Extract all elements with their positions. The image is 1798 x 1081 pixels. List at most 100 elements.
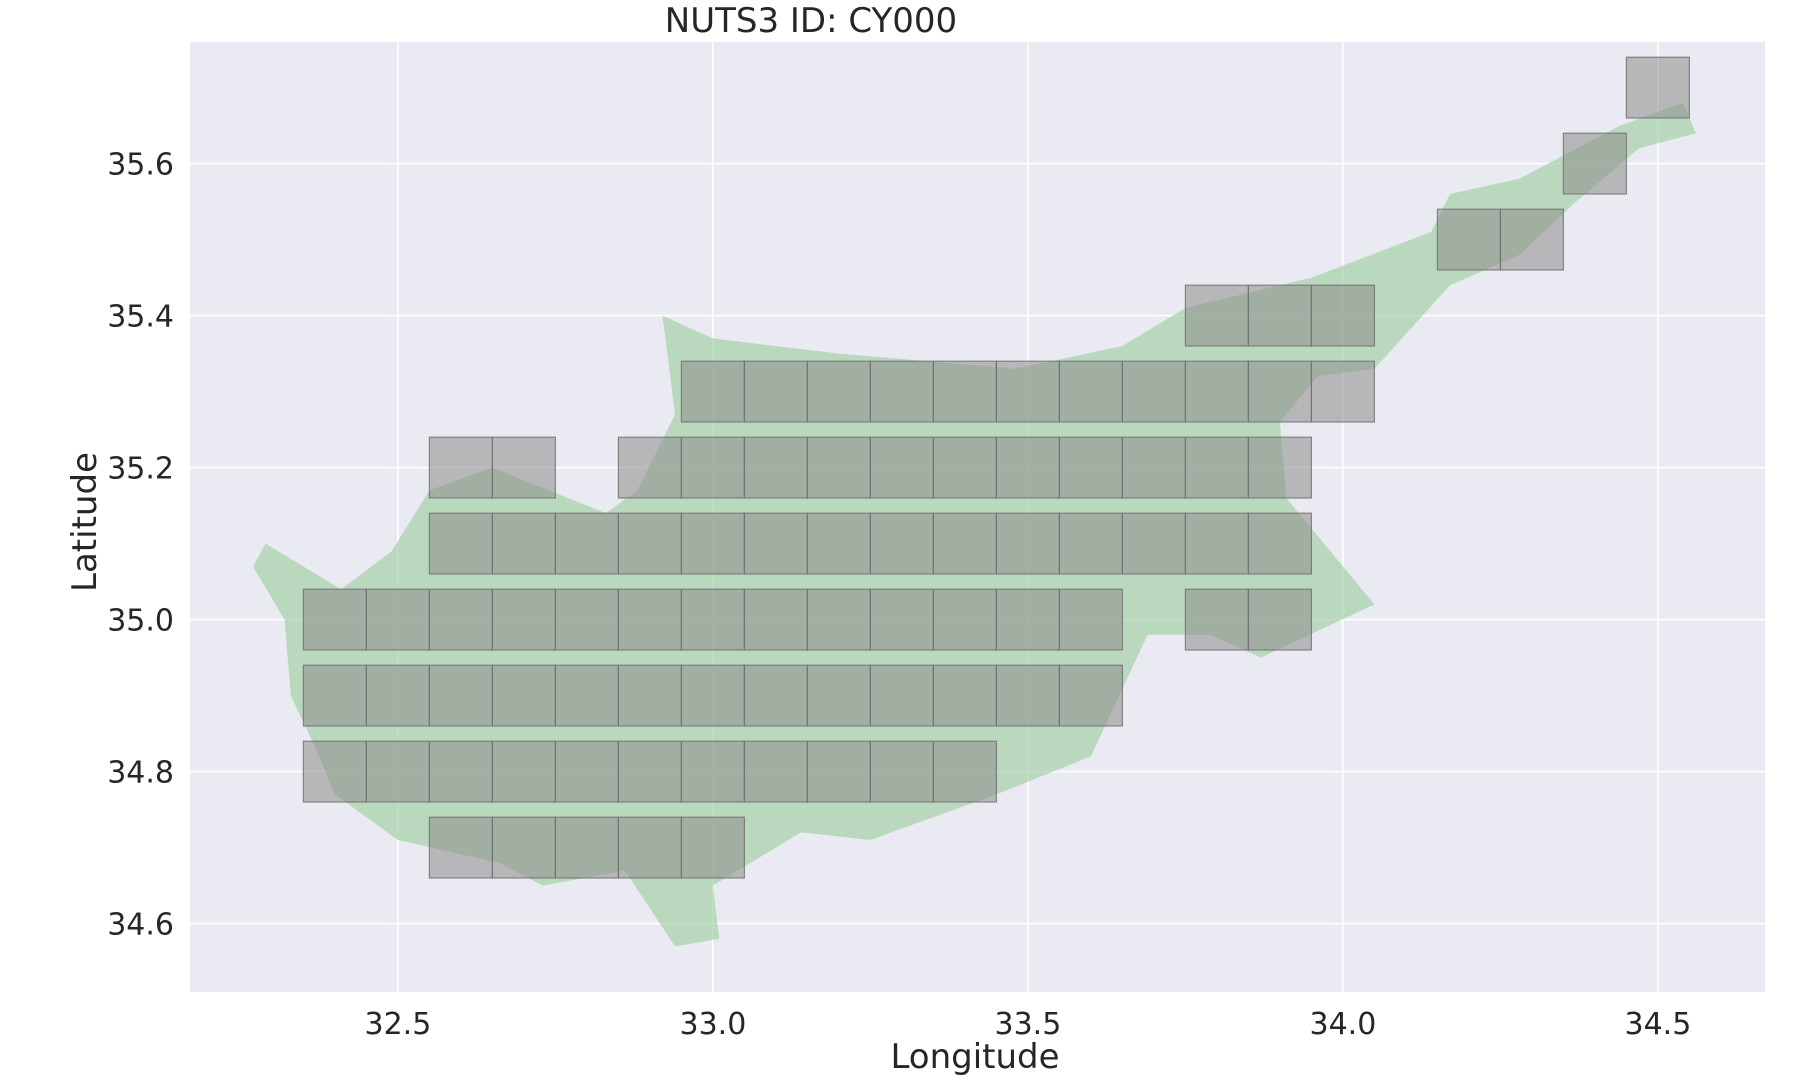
- grid-cell: [365, 588, 430, 651]
- grid-cell: [1184, 284, 1250, 347]
- grid-cell: [932, 436, 998, 499]
- x-tick-label: 33.0: [680, 1007, 747, 1042]
- grid-cell: [428, 664, 493, 727]
- grid-cell: [1247, 512, 1313, 575]
- x-tick-label: 33.5: [995, 1007, 1062, 1042]
- grid-cell: [680, 816, 746, 879]
- grid-cell: [554, 512, 620, 575]
- y-tick-label: 35.0: [107, 604, 174, 639]
- x-ticks: 32.5 33.0 33.5 34.0 34.5: [365, 1007, 1692, 1042]
- grid-cell: [617, 740, 683, 803]
- grid-cell: [806, 436, 872, 499]
- y-ticks: 34.6 34.8 35.0 35.2 35.4 35.6: [107, 148, 174, 943]
- grid-cell: [1499, 208, 1565, 271]
- grid-cell: [617, 664, 683, 727]
- grid-cell: [995, 512, 1061, 575]
- grid-cell: [1121, 436, 1187, 499]
- y-tick-label: 35.4: [107, 300, 174, 335]
- y-tick-label: 34.6: [107, 908, 174, 943]
- grid-cell: [995, 588, 1061, 651]
- grid-cell: [806, 588, 872, 651]
- y-tick-label: 34.8: [107, 756, 174, 791]
- grid-cell: [617, 816, 683, 879]
- grid-cell: [428, 588, 493, 651]
- grid-cell: [743, 588, 809, 651]
- grid-cell: [1058, 436, 1124, 499]
- grid-cell: [302, 664, 367, 727]
- x-tick-label: 32.5: [365, 1007, 432, 1042]
- grid-cell: [428, 512, 493, 575]
- grid-cell: [1562, 132, 1628, 195]
- grid-cell: [869, 360, 935, 423]
- grid-cell: [680, 664, 746, 727]
- grid-cell: [743, 740, 809, 803]
- y-axis-label: Latitude: [65, 452, 105, 592]
- grid-cell: [1310, 284, 1376, 347]
- grid-cell: [428, 816, 493, 879]
- grid-cell: [1247, 436, 1313, 499]
- grid-cell: [932, 512, 998, 575]
- grid-cell: [806, 664, 872, 727]
- grid-cell: [554, 816, 620, 879]
- grid-cell: [869, 512, 935, 575]
- grid-cell: [554, 664, 620, 727]
- grid-cell: [932, 360, 998, 423]
- grid-cell: [1121, 512, 1187, 575]
- grid-cell: [428, 436, 493, 499]
- grid-cell: [491, 436, 556, 499]
- grid-cell: [1058, 588, 1124, 651]
- grid-cells: [302, 56, 1691, 879]
- grid-cell: [491, 816, 556, 879]
- grid-cell: [995, 360, 1061, 423]
- grid-cell: [869, 664, 935, 727]
- grid-cell: [743, 512, 809, 575]
- grid-cell: [1247, 360, 1313, 423]
- grid-cell: [1058, 512, 1124, 575]
- grid-cell: [680, 512, 746, 575]
- grid-cell: [617, 512, 683, 575]
- y-tick-label: 35.6: [107, 148, 174, 183]
- grid-cell: [1184, 436, 1250, 499]
- grid-cell: [743, 436, 809, 499]
- grid-cell: [1310, 360, 1376, 423]
- grid-cell: [743, 360, 809, 423]
- y-tick-label: 35.2: [107, 452, 174, 487]
- grid-cell: [806, 512, 872, 575]
- grid-cell: [869, 436, 935, 499]
- grid-cell: [302, 588, 367, 651]
- grid-cell: [995, 436, 1061, 499]
- grid-cell: [554, 588, 620, 651]
- grid-cell: [1058, 664, 1124, 727]
- chart-title: NUTS3 ID: CY000: [665, 1, 957, 41]
- grid-cell: [1184, 360, 1250, 423]
- grid-cell: [806, 360, 872, 423]
- grid-cell: [302, 740, 367, 803]
- grid-cell: [680, 588, 746, 651]
- grid-cell: [1058, 360, 1124, 423]
- grid-cell: [1625, 56, 1691, 119]
- grid-cell: [365, 740, 430, 803]
- grid-cell: [365, 664, 430, 727]
- grid-cell: [428, 740, 493, 803]
- x-tick-label: 34.5: [1625, 1007, 1692, 1042]
- plot-area: [253, 56, 1696, 947]
- grid-cell: [680, 436, 746, 499]
- grid-cell: [491, 664, 556, 727]
- grid-cell: [743, 664, 809, 727]
- grid-cell: [617, 588, 683, 651]
- grid-cell: [617, 436, 683, 499]
- grid-cell: [680, 740, 746, 803]
- grid-cell: [869, 588, 935, 651]
- grid-cell: [1121, 360, 1187, 423]
- grid-cell: [932, 664, 998, 727]
- grid-cell: [491, 512, 556, 575]
- grid-cell: [995, 664, 1061, 727]
- grid-cell: [554, 740, 620, 803]
- grid-cell: [680, 360, 746, 423]
- grid-cell: [491, 588, 556, 651]
- x-tick-label: 34.0: [1310, 1007, 1377, 1042]
- grid-cell: [1247, 284, 1313, 347]
- grid-cell: [806, 740, 872, 803]
- grid-cell: [869, 740, 935, 803]
